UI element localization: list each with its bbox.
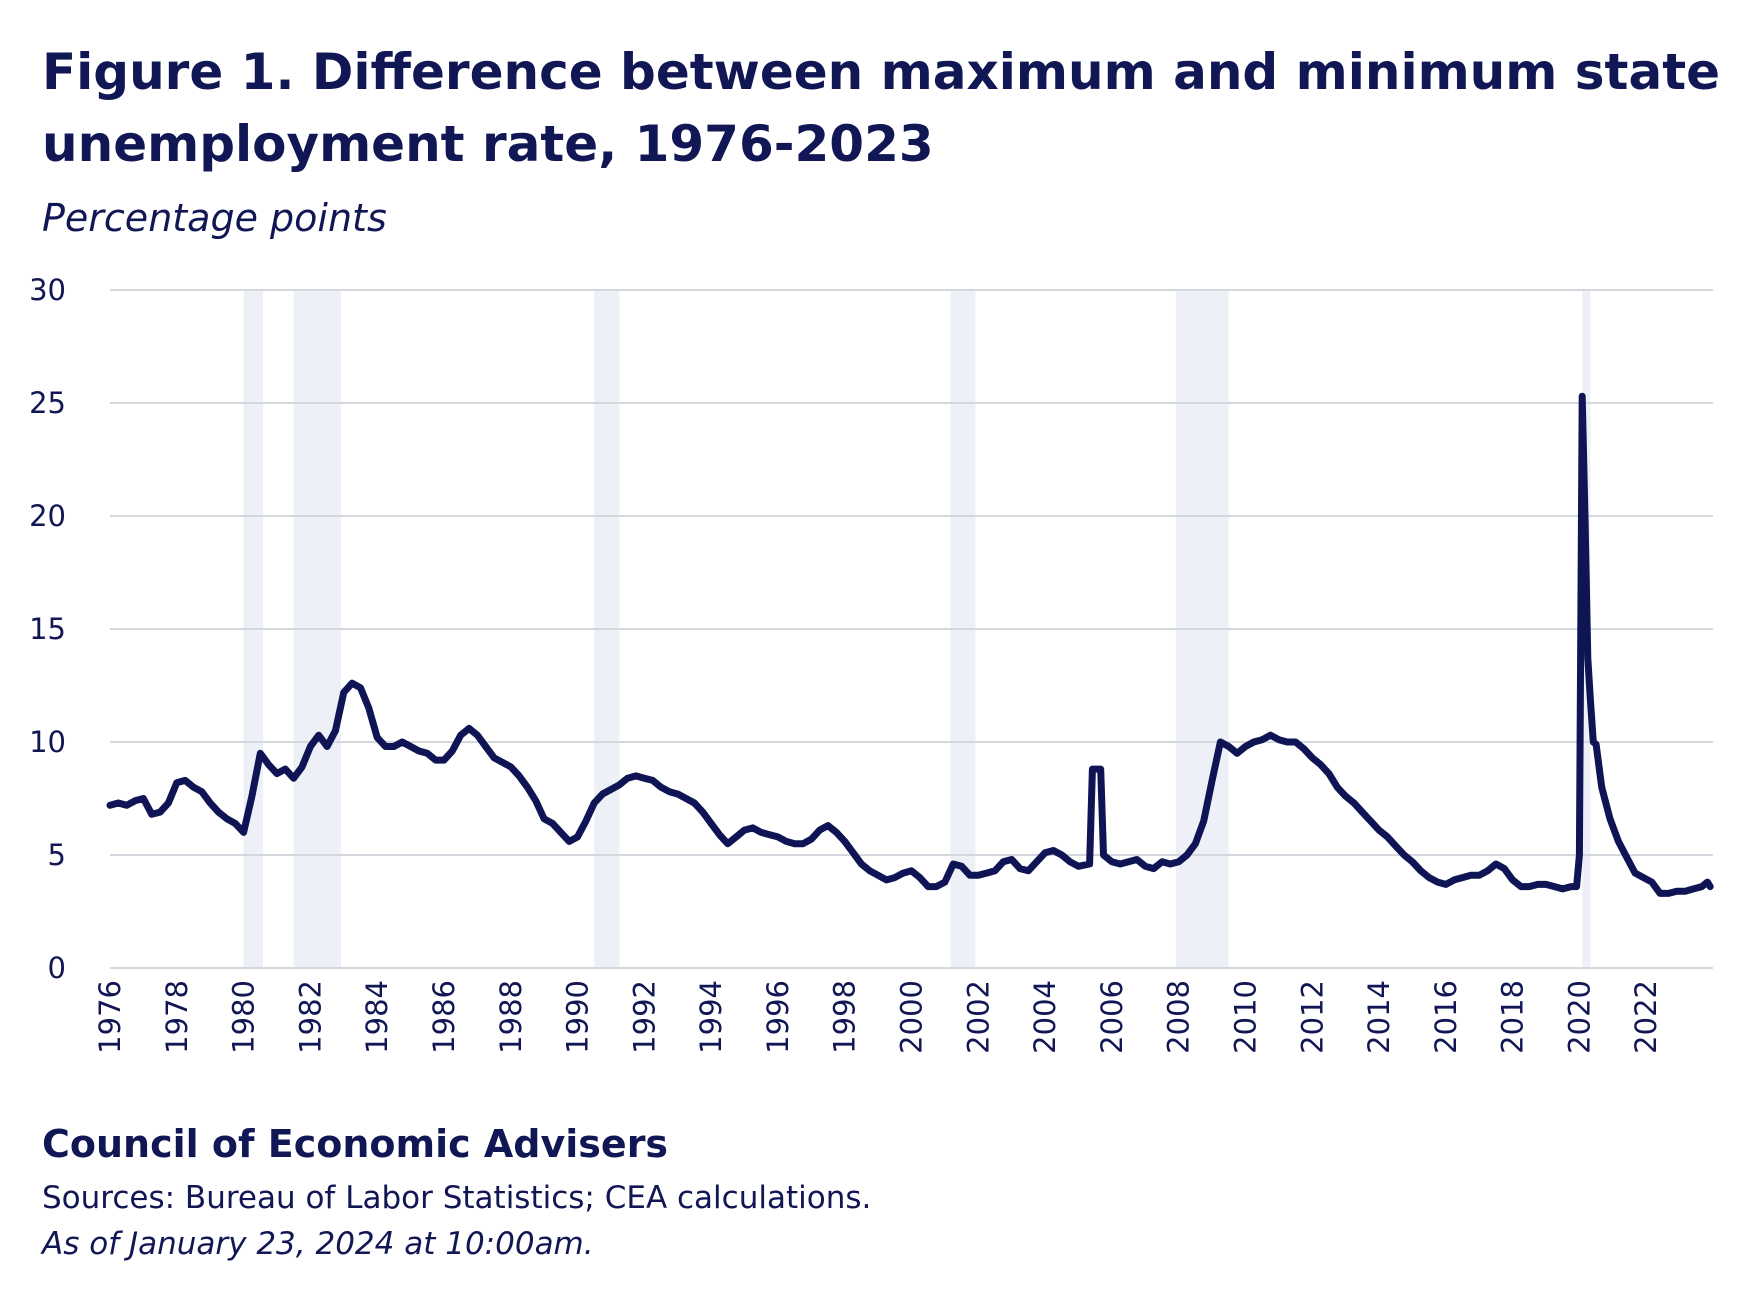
x-axis-ticks: 1976 1978 1980 1982 1984 1986 1988 1990 1992 1994…: [93, 980, 1663, 1054]
x-tick-label-1988: 1988: [494, 980, 528, 1054]
x-tick-label-1996: 1996: [761, 980, 795, 1054]
x-tick-label-2008: 2008: [1162, 980, 1196, 1054]
x-tick-label-1990: 1990: [561, 980, 595, 1054]
y-axis-ticks: 0 5 10 15 20 25 30: [29, 273, 66, 985]
x-tick-label-2014: 2014: [1362, 980, 1396, 1054]
y-tick-label-5: 5: [48, 838, 66, 872]
y-tick-label-30: 30: [29, 273, 66, 307]
footer-as-of: As of January 23, 2024 at 10:00am.: [42, 1226, 594, 1262]
x-tick-label-2010: 2010: [1228, 980, 1262, 1054]
x-tick-label-1992: 1992: [627, 980, 661, 1054]
footer-organization: Council of Economic Advisers: [42, 1122, 669, 1166]
y-unit-label: Percentage points: [42, 196, 387, 240]
x-tick-label-1986: 1986: [427, 980, 461, 1054]
x-tick-label-1998: 1998: [828, 980, 862, 1054]
y-tick-label-15: 15: [29, 612, 66, 646]
gridlines: [110, 289, 1713, 969]
x-tick-label-1984: 1984: [360, 980, 394, 1054]
x-tick-label-2002: 2002: [961, 980, 995, 1054]
x-tick-label-1982: 1982: [293, 980, 327, 1054]
x-tick-label-2012: 2012: [1295, 980, 1329, 1054]
x-tick-label-1976: 1976: [93, 980, 127, 1054]
y-tick-label-20: 20: [29, 499, 66, 533]
x-tick-label-2020: 2020: [1562, 980, 1596, 1054]
x-tick-label-2016: 2016: [1429, 980, 1463, 1054]
y-tick-label-10: 10: [29, 725, 66, 759]
series-line-0: [106, 392, 1714, 897]
chart-title: Figure 1. Difference between maximum and…: [42, 43, 1721, 173]
x-tick-label-2000: 2000: [895, 980, 929, 1054]
x-tick-label-2022: 2022: [1629, 980, 1663, 1054]
x-tick-label-2018: 2018: [1496, 980, 1530, 1054]
line-chart: 0 5 10 15 20 25 30 1976 1978 1980 1982 1984 1986 198…: [29, 273, 1714, 1054]
x-tick-label-2006: 2006: [1095, 980, 1129, 1054]
x-tick-label-1980: 1980: [227, 980, 261, 1054]
x-tick-label-1994: 1994: [694, 980, 728, 1054]
x-tick-label-1978: 1978: [160, 980, 194, 1054]
x-tick-label-2004: 2004: [1028, 980, 1062, 1054]
series-lines: [106, 392, 1714, 897]
y-tick-label-25: 25: [29, 386, 66, 420]
footer-source: Sources: Bureau of Labor Statistics; CEA…: [42, 1180, 872, 1216]
y-tick-label-0: 0: [48, 951, 66, 985]
